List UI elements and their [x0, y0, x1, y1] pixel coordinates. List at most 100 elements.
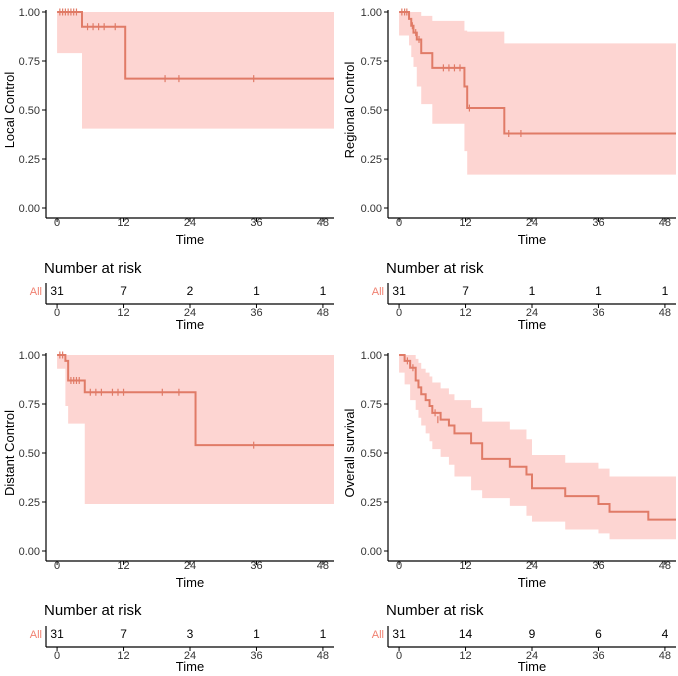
y-tick-label: 0.50 — [361, 448, 382, 460]
x-tick-label: 24 — [184, 217, 196, 229]
risk-table-strata-label: All — [30, 629, 42, 641]
risk-count: 2 — [187, 284, 194, 298]
risk-x-tick-label: 36 — [592, 307, 604, 319]
x-tick-label: 36 — [250, 217, 262, 229]
x-tick-label: 0 — [396, 217, 402, 229]
risk-x-tick-label: 36 — [592, 650, 604, 662]
risk-table-title: Number at risk — [386, 602, 484, 619]
risk-count: 31 — [392, 627, 406, 641]
risk-count: 14 — [459, 627, 473, 641]
y-tick-label: 0.75 — [19, 56, 40, 68]
risk-table-title: Number at risk — [44, 260, 142, 277]
y-tick-label: 0.75 — [19, 399, 40, 411]
risk-x-tick-label: 36 — [250, 650, 262, 662]
risk-table-strata-label: All — [30, 286, 42, 298]
y-axis-title: Regional Control — [342, 61, 357, 158]
risk-count: 7 — [120, 284, 127, 298]
risk-x-axis-title: Time — [518, 317, 546, 332]
y-tick-label: 0.00 — [361, 546, 382, 558]
risk-x-tick-label: 12 — [459, 307, 471, 319]
risk-count: 1 — [320, 627, 327, 641]
y-tick-label: 0.75 — [361, 399, 382, 411]
survival-curve — [399, 11, 676, 135]
risk-x-tick-label: 24 — [184, 307, 196, 319]
risk-x-axis-title: Time — [518, 659, 546, 674]
y-tick-label: 1.00 — [19, 350, 40, 362]
x-tick-label: 12 — [459, 560, 471, 572]
risk-count: 31 — [392, 284, 406, 298]
y-axis-title: Local Control — [2, 72, 17, 149]
risk-table-strata-label: All — [372, 286, 384, 298]
x-tick-label: 24 — [526, 217, 538, 229]
risk-table-title: Number at risk — [386, 260, 484, 277]
risk-table-strata-label: All — [372, 629, 384, 641]
risk-count: 9 — [529, 627, 536, 641]
survival-curve — [399, 354, 676, 521]
risk-x-tick-label: 0 — [396, 307, 402, 319]
risk-x-tick-label: 12 — [117, 650, 129, 662]
confidence-band — [399, 355, 676, 540]
x-tick-label: 36 — [592, 217, 604, 229]
risk-x-tick-label: 24 — [526, 650, 538, 662]
y-tick-label: 0.00 — [19, 546, 40, 558]
risk-x-tick-label: 0 — [396, 650, 402, 662]
risk-x-axis-title: Time — [176, 317, 204, 332]
risk-count: 6 — [595, 627, 602, 641]
y-tick-label: 1.00 — [361, 7, 382, 19]
panel-3: 0.00 0.25 0.50 0.75 1.00 0 12 24 36 48 Time Distant… — [2, 350, 334, 674]
risk-count: 31 — [50, 627, 64, 641]
risk-count: 7 — [120, 627, 127, 641]
risk-x-tick-label: 36 — [250, 307, 262, 319]
x-tick-label: 48 — [659, 217, 671, 229]
risk-count: 1 — [529, 284, 536, 298]
confidence-band — [399, 12, 676, 175]
x-tick-label: 0 — [54, 560, 60, 572]
x-tick-label: 48 — [317, 560, 329, 572]
risk-x-tick-label: 48 — [317, 650, 329, 662]
y-tick-label: 0.25 — [19, 497, 40, 509]
y-tick-label: 0.50 — [19, 105, 40, 117]
x-tick-label: 24 — [526, 560, 538, 572]
risk-count: 31 — [50, 284, 64, 298]
x-tick-label: 24 — [184, 560, 196, 572]
risk-x-tick-label: 24 — [184, 650, 196, 662]
panel-2: 0.00 0.25 0.50 0.75 1.00 0 12 24 36 48 Time Regiona… — [342, 7, 676, 332]
y-tick-label: 0.25 — [361, 497, 382, 509]
risk-x-tick-label: 24 — [526, 307, 538, 319]
risk-count: 1 — [320, 284, 327, 298]
y-tick-label: 0.75 — [361, 56, 382, 68]
risk-x-tick-label: 48 — [659, 307, 671, 319]
x-tick-label: 48 — [659, 560, 671, 572]
x-axis-title: Time — [176, 232, 204, 247]
y-tick-label: 0.00 — [361, 203, 382, 215]
x-axis-title: Time — [176, 575, 204, 590]
x-tick-label: 0 — [54, 217, 60, 229]
x-tick-label: 12 — [459, 217, 471, 229]
risk-x-tick-label: 48 — [317, 307, 329, 319]
risk-x-tick-label: 0 — [54, 650, 60, 662]
risk-x-tick-label: 12 — [459, 650, 471, 662]
risk-count: 1 — [662, 284, 669, 298]
x-axis-title: Time — [518, 232, 546, 247]
risk-x-axis-title: Time — [176, 659, 204, 674]
y-tick-label: 1.00 — [361, 350, 382, 362]
y-tick-label: 1.00 — [19, 7, 40, 19]
y-tick-label: 0.00 — [19, 203, 40, 215]
x-axis-title: Time — [518, 575, 546, 590]
x-tick-label: 0 — [396, 560, 402, 572]
y-axis-title: Overall survival — [342, 408, 357, 497]
x-tick-label: 12 — [117, 560, 129, 572]
y-axis-title: Distant Control — [2, 410, 17, 496]
risk-count: 1 — [253, 627, 260, 641]
x-tick-label: 36 — [592, 560, 604, 572]
risk-x-tick-label: 12 — [117, 307, 129, 319]
y-tick-label: 0.25 — [19, 154, 40, 166]
risk-count: 3 — [187, 627, 194, 641]
risk-x-tick-label: 48 — [659, 650, 671, 662]
risk-count: 7 — [462, 284, 469, 298]
risk-table-title: Number at risk — [44, 602, 142, 619]
y-tick-label: 0.50 — [361, 105, 382, 117]
y-tick-label: 0.50 — [19, 448, 40, 460]
